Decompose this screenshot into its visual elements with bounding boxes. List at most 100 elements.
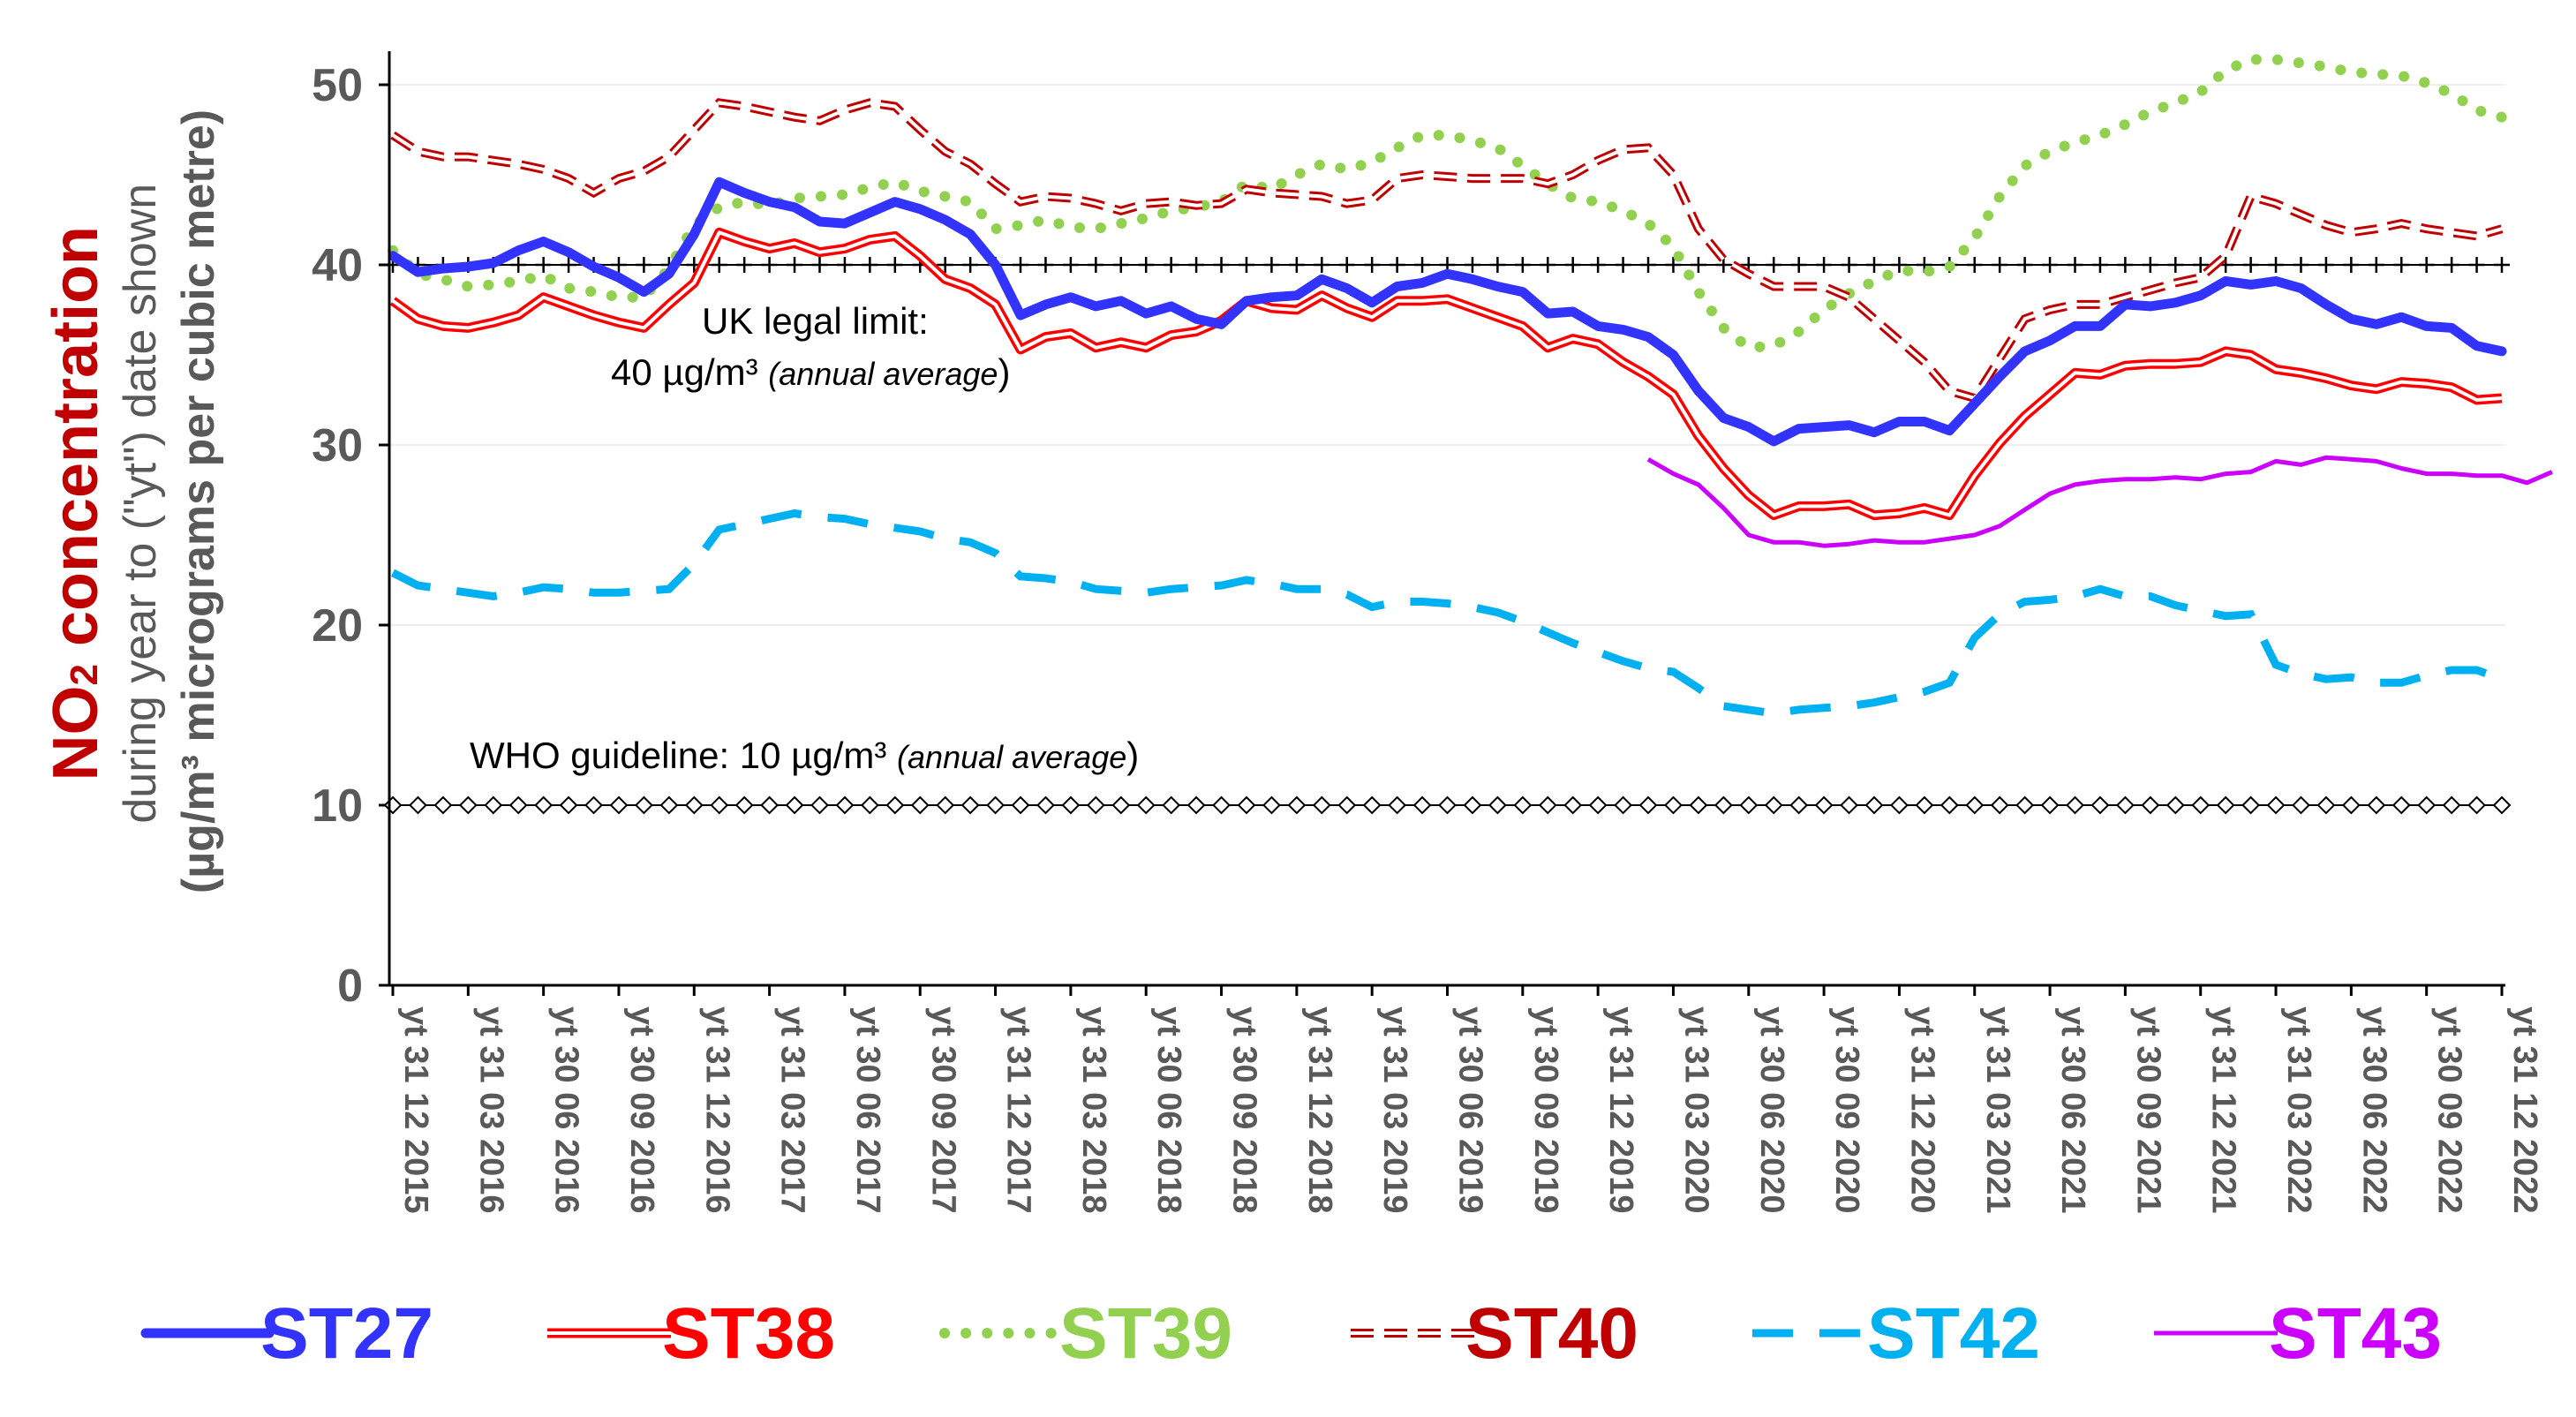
- x-tick-label: yt 31 03 2022: [2280, 1006, 2317, 1214]
- uk-limit-label: UK legal limit:: [702, 300, 929, 342]
- reference-marker-diamond: [936, 795, 955, 815]
- reference-marker-diamond: [2066, 795, 2084, 815]
- x-tick-label: yt 31 12 2018: [1301, 1006, 1338, 1214]
- reference-marker-plus: [1238, 257, 1254, 273]
- reference-marker-plus: [787, 257, 803, 273]
- legend-label: ST38: [662, 1293, 835, 1374]
- reference-marker-diamond: [1965, 795, 1985, 815]
- uk-limit-note-end: ): [998, 351, 1010, 393]
- reference-marker-plus: [1464, 257, 1480, 273]
- x-tick-label: yt 30 09 2022: [2431, 1006, 2468, 1214]
- reference-marker-diamond: [860, 795, 879, 815]
- x-tick-label: yt 31 03 2016: [472, 1006, 509, 1214]
- reference-marker-plus: [2418, 257, 2435, 273]
- reference-marker-diamond: [1814, 795, 1834, 815]
- reference-marker-plus: [1338, 257, 1355, 273]
- reference-marker-plus: [2268, 257, 2285, 273]
- reference-marker-diamond: [2391, 795, 2411, 815]
- series-st27: [388, 177, 2507, 447]
- x-tick-label: yt 31 12 2021: [2205, 1006, 2242, 1214]
- who-guideline-note: (annual average: [897, 739, 1126, 775]
- x-tick-label: yt 30 09 2021: [2129, 1006, 2166, 1214]
- reference-marker-diamond: [2216, 795, 2235, 815]
- reference-marker-diamond: [534, 795, 554, 815]
- reference-marker-diamond: [684, 795, 704, 815]
- reference-marker-plus: [2444, 257, 2460, 273]
- reference-marker-plus: [761, 257, 778, 273]
- reference-marker-diamond: [1840, 795, 1858, 815]
- reference-marker-plus: [2494, 257, 2510, 273]
- series-st40: [390, 98, 2504, 403]
- legend-label: ST39: [1059, 1293, 1232, 1374]
- reference-marker-diamond: [1262, 795, 1281, 815]
- reference-marker-diamond: [1714, 795, 1733, 815]
- reference-marker-plus: [886, 257, 903, 273]
- reference-marker-diamond: [433, 795, 453, 815]
- reference-marker-plus: [1037, 257, 1054, 273]
- reference-marker-diamond: [1940, 795, 1959, 815]
- reference-marker-diamond: [584, 795, 603, 815]
- legend-item-st38: ST38: [547, 1293, 835, 1374]
- legend-item-st43: ST43: [2154, 1293, 2442, 1374]
- reference-marker-plus: [2368, 257, 2384, 273]
- who-guideline-note-end: ): [1126, 735, 1139, 776]
- series-st42: [390, 509, 2504, 718]
- series-line-st27: [388, 177, 2507, 447]
- reference-marker-plus: [2016, 257, 2033, 273]
- reference-marker-diamond: [1162, 795, 1181, 815]
- reference-marker-plus: [711, 257, 727, 273]
- reference-marker-diamond: [1438, 795, 1457, 815]
- series-line-st42: [390, 509, 2504, 718]
- reference-marker-plus: [1640, 257, 1657, 273]
- reference-marker-plus: [811, 257, 828, 273]
- reference-marker-diamond: [1488, 795, 1507, 815]
- reference-marker-diamond: [910, 795, 930, 815]
- reference-marker-diamond: [2141, 795, 2160, 815]
- y-title-line2: during year to ("yt") date shown: [115, 184, 166, 824]
- reference-marker-diamond: [1136, 795, 1156, 815]
- x-tick-label: yt 30 09 2019: [1527, 1006, 1564, 1214]
- x-tick-label: yt 31 03 2020: [1677, 1006, 1714, 1214]
- reference-marker-diamond: [2241, 795, 2261, 815]
- who-guideline-label: WHO guideline: 10 µg/m³ (annual average): [470, 735, 1139, 776]
- reference-marker-plus: [1013, 257, 1029, 273]
- legend-item-st27: ST27: [140, 1293, 433, 1374]
- reference-marker-diamond: [1638, 795, 1658, 815]
- series-line-inner-st38: [391, 230, 2503, 517]
- y-tick-label: 50: [312, 60, 363, 111]
- reference-marker-diamond: [2191, 795, 2211, 815]
- y-tick-label: 20: [312, 600, 363, 652]
- legend-item-st39: ST39: [939, 1293, 1232, 1374]
- reference-marker-plus: [1489, 257, 1506, 273]
- legend-label: ST27: [260, 1293, 433, 1374]
- y-title-line3: (µg/m³ micrograms per cubic metre): [173, 109, 224, 893]
- reference-marker-diamond: [1061, 795, 1081, 815]
- reference-marker-plus: [1590, 257, 1607, 273]
- x-tick-label: yt 31 03 2019: [1376, 1006, 1413, 1214]
- reference-marker-plus: [1615, 257, 1631, 273]
- y-tick-label: 0: [337, 961, 363, 1012]
- reference-marker-plus: [2067, 257, 2083, 273]
- reference-marker-diamond: [1513, 795, 1533, 815]
- reference-marker-diamond: [1538, 795, 1557, 815]
- reference-marker-diamond: [2367, 795, 2386, 815]
- x-tick-label: yt 30 09 2017: [924, 1006, 961, 1214]
- y-tick-label: 30: [312, 420, 363, 471]
- reference-marker-diamond: [2442, 795, 2461, 815]
- x-tick-label: yt 30 06 2019: [1452, 1006, 1489, 1214]
- y-title-sub: 2: [63, 664, 106, 685]
- x-tick-label: yt 31 12 2019: [1602, 1006, 1639, 1214]
- reference-marker-diamond: [885, 795, 905, 815]
- reference-marker-diamond: [710, 795, 729, 815]
- reference-marker-plus: [736, 257, 753, 273]
- reference-marker-diamond: [1614, 795, 1632, 815]
- reference-marker-plus: [1891, 257, 1908, 273]
- x-tick-label: yt 31 12 2020: [1903, 1006, 1940, 1214]
- legend-item-st40: ST40: [1351, 1293, 1638, 1374]
- reference-marker-plus: [836, 257, 853, 273]
- reference-marker-diamond: [659, 795, 679, 815]
- reference-marker-diamond: [409, 795, 427, 815]
- series-line-inner-st40: [391, 101, 2503, 401]
- reference-marker-diamond: [810, 795, 829, 815]
- reference-marker-diamond: [785, 795, 804, 815]
